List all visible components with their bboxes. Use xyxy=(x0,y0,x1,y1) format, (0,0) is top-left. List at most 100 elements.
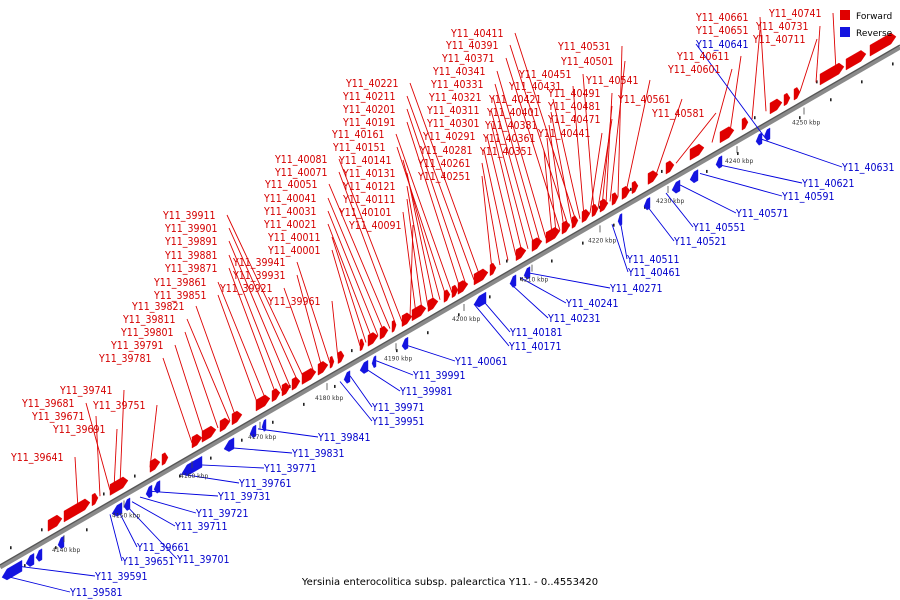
reverse-gene-arrow xyxy=(111,502,123,517)
forward-gene-label: Y11_39891 xyxy=(164,236,218,248)
track-dot-lower xyxy=(55,546,57,550)
forward-gene-label: Y11_40111 xyxy=(342,194,396,206)
forward-leader-line xyxy=(759,16,767,112)
forward-gene-label: Y11_40491 xyxy=(547,88,601,100)
reverse-leader-line xyxy=(339,381,373,422)
track-dot-upper xyxy=(10,546,12,550)
reverse-gene-arrow xyxy=(25,553,35,567)
forward-gene-arrow xyxy=(561,220,571,235)
reverse-leader-line xyxy=(363,367,401,392)
reverse-leader-line xyxy=(109,514,123,562)
forward-gene-label: Y11_40371 xyxy=(441,53,495,65)
scale-ticks: 4140 kbp 4150 kbp 4160 kbp 4170 kbp 4180 kbp… xyxy=(52,107,820,554)
reverse-gene-arrow xyxy=(617,213,623,226)
reverse-gene-label: Y11_40231 xyxy=(547,313,601,325)
track-dot-lower xyxy=(396,349,398,353)
reverse-leader-line xyxy=(699,172,783,197)
reverse-gene-arrow xyxy=(371,355,377,369)
forward-gene-label: Y11_40451 xyxy=(518,69,572,81)
forward-gene-label: Y11_40041 xyxy=(263,193,317,205)
reverse-leader-line xyxy=(117,509,138,548)
forward-gene-label: Y11_39641 xyxy=(10,452,64,464)
forward-gene-label: Y11_39861 xyxy=(153,277,207,289)
forward-leader-line xyxy=(186,318,231,422)
forward-leader-line xyxy=(729,55,742,133)
reverse-gene-label: Y11_39731 xyxy=(217,491,271,503)
forward-gene-label: Y11_40011 xyxy=(267,232,321,244)
forward-leader-line xyxy=(609,60,626,202)
forward-gene-label: Y11_40711 xyxy=(752,34,806,46)
reverse-gene-label: Y11_40181 xyxy=(509,327,563,339)
reverse-gene-label: Y11_39951 xyxy=(371,416,425,428)
forward-leader-line xyxy=(711,68,733,143)
forward-leader-line xyxy=(496,70,547,239)
reverse-leader-line xyxy=(225,446,293,454)
scale-tick-label: 4180 kbp xyxy=(315,395,343,402)
forward-gene-arrow xyxy=(255,394,271,412)
forward-gene-label: Y11_39941 xyxy=(232,257,286,269)
legend-reverse-label: Reverse xyxy=(856,29,893,39)
forward-gene-arrow xyxy=(367,332,379,347)
forward-leader-line xyxy=(505,57,561,231)
track-dot-lower xyxy=(427,331,429,335)
track-dot-lower xyxy=(861,80,863,84)
forward-gene-arrow xyxy=(581,209,591,223)
reverse-leader-line xyxy=(695,43,765,137)
reverse-gene-arrow xyxy=(35,548,43,562)
legend-reverse-swatch xyxy=(840,27,850,37)
forward-gene-label: Y11_40261 xyxy=(417,158,471,170)
forward-gene-label: Y11_40311 xyxy=(426,105,480,117)
reverse-leader-line xyxy=(473,303,510,347)
forward-gene-label: Y11_39931 xyxy=(232,270,286,282)
forward-leader-line xyxy=(217,294,259,406)
reverse-gene-label: Y11_39591 xyxy=(94,571,148,583)
track-backbone-edge xyxy=(0,44,900,566)
forward-gene-label: Y11_40431 xyxy=(508,81,562,93)
forward-gene-label: Y11_40541 xyxy=(585,75,639,87)
forward-gene-label: Y11_39901 xyxy=(164,223,218,235)
forward-leader-line xyxy=(338,171,397,326)
forward-gene-label: Y11_39751 xyxy=(92,400,146,412)
legend: Forward Reverse xyxy=(840,10,893,39)
track-dot-upper xyxy=(816,80,818,84)
forward-gene-arrow xyxy=(191,433,203,449)
reverse-leader-line xyxy=(125,504,178,560)
label-leader-lines xyxy=(3,12,843,593)
reverse-gene-label: Y11_39651 xyxy=(121,556,175,568)
forward-gene-label: Y11_39671 xyxy=(31,411,85,423)
forward-gene-label: Y11_39801 xyxy=(120,327,174,339)
forward-gene-label: Y11_40151 xyxy=(332,142,386,154)
forward-leader-line xyxy=(490,109,529,249)
forward-gene-arrow xyxy=(91,492,99,507)
forward-leader-line xyxy=(483,149,509,261)
forward-gene-label: Y11_39851 xyxy=(153,290,207,302)
reverse-gene-arrow xyxy=(359,359,369,374)
forward-gene-arrow xyxy=(783,92,791,107)
reverse-gene-arrow xyxy=(523,266,531,280)
forward-gene-label: Y11_40251 xyxy=(417,171,471,183)
track-dot-lower xyxy=(892,62,894,66)
forward-gene-arrow xyxy=(457,280,469,295)
reverse-gene-label: Y11_40571 xyxy=(735,208,789,220)
forward-gene-arrow xyxy=(291,376,301,391)
reverse-gene-arrow xyxy=(343,370,351,384)
forward-leader-line xyxy=(228,267,277,395)
track-dot-upper xyxy=(103,492,105,496)
forward-leader-line xyxy=(605,92,613,204)
reverse-gene-label: Y11_40591 xyxy=(781,191,835,203)
forward-gene-arrow xyxy=(741,117,749,131)
forward-leader-line xyxy=(617,45,623,197)
forward-leader-line xyxy=(675,112,717,164)
forward-gene-label: Y11_40071 xyxy=(274,167,328,179)
track-dot-lower xyxy=(179,474,181,478)
track-dot-lower xyxy=(613,223,615,227)
gene-arrows xyxy=(1,32,897,581)
forward-gene-label: Y11_40651 xyxy=(695,25,749,37)
forward-leader-line xyxy=(228,254,283,392)
figure-caption: Yersinia enterocolitica subsp. palearcti… xyxy=(301,577,599,588)
reverse-gene-label: Y11_40641 xyxy=(695,39,749,51)
reverse-leader-line xyxy=(3,575,71,593)
forward-gene-label: Y11_40351 xyxy=(479,146,533,158)
forward-gene-label: Y11_39781 xyxy=(98,353,152,365)
reverse-gene-label: Y11_39701 xyxy=(176,554,230,566)
